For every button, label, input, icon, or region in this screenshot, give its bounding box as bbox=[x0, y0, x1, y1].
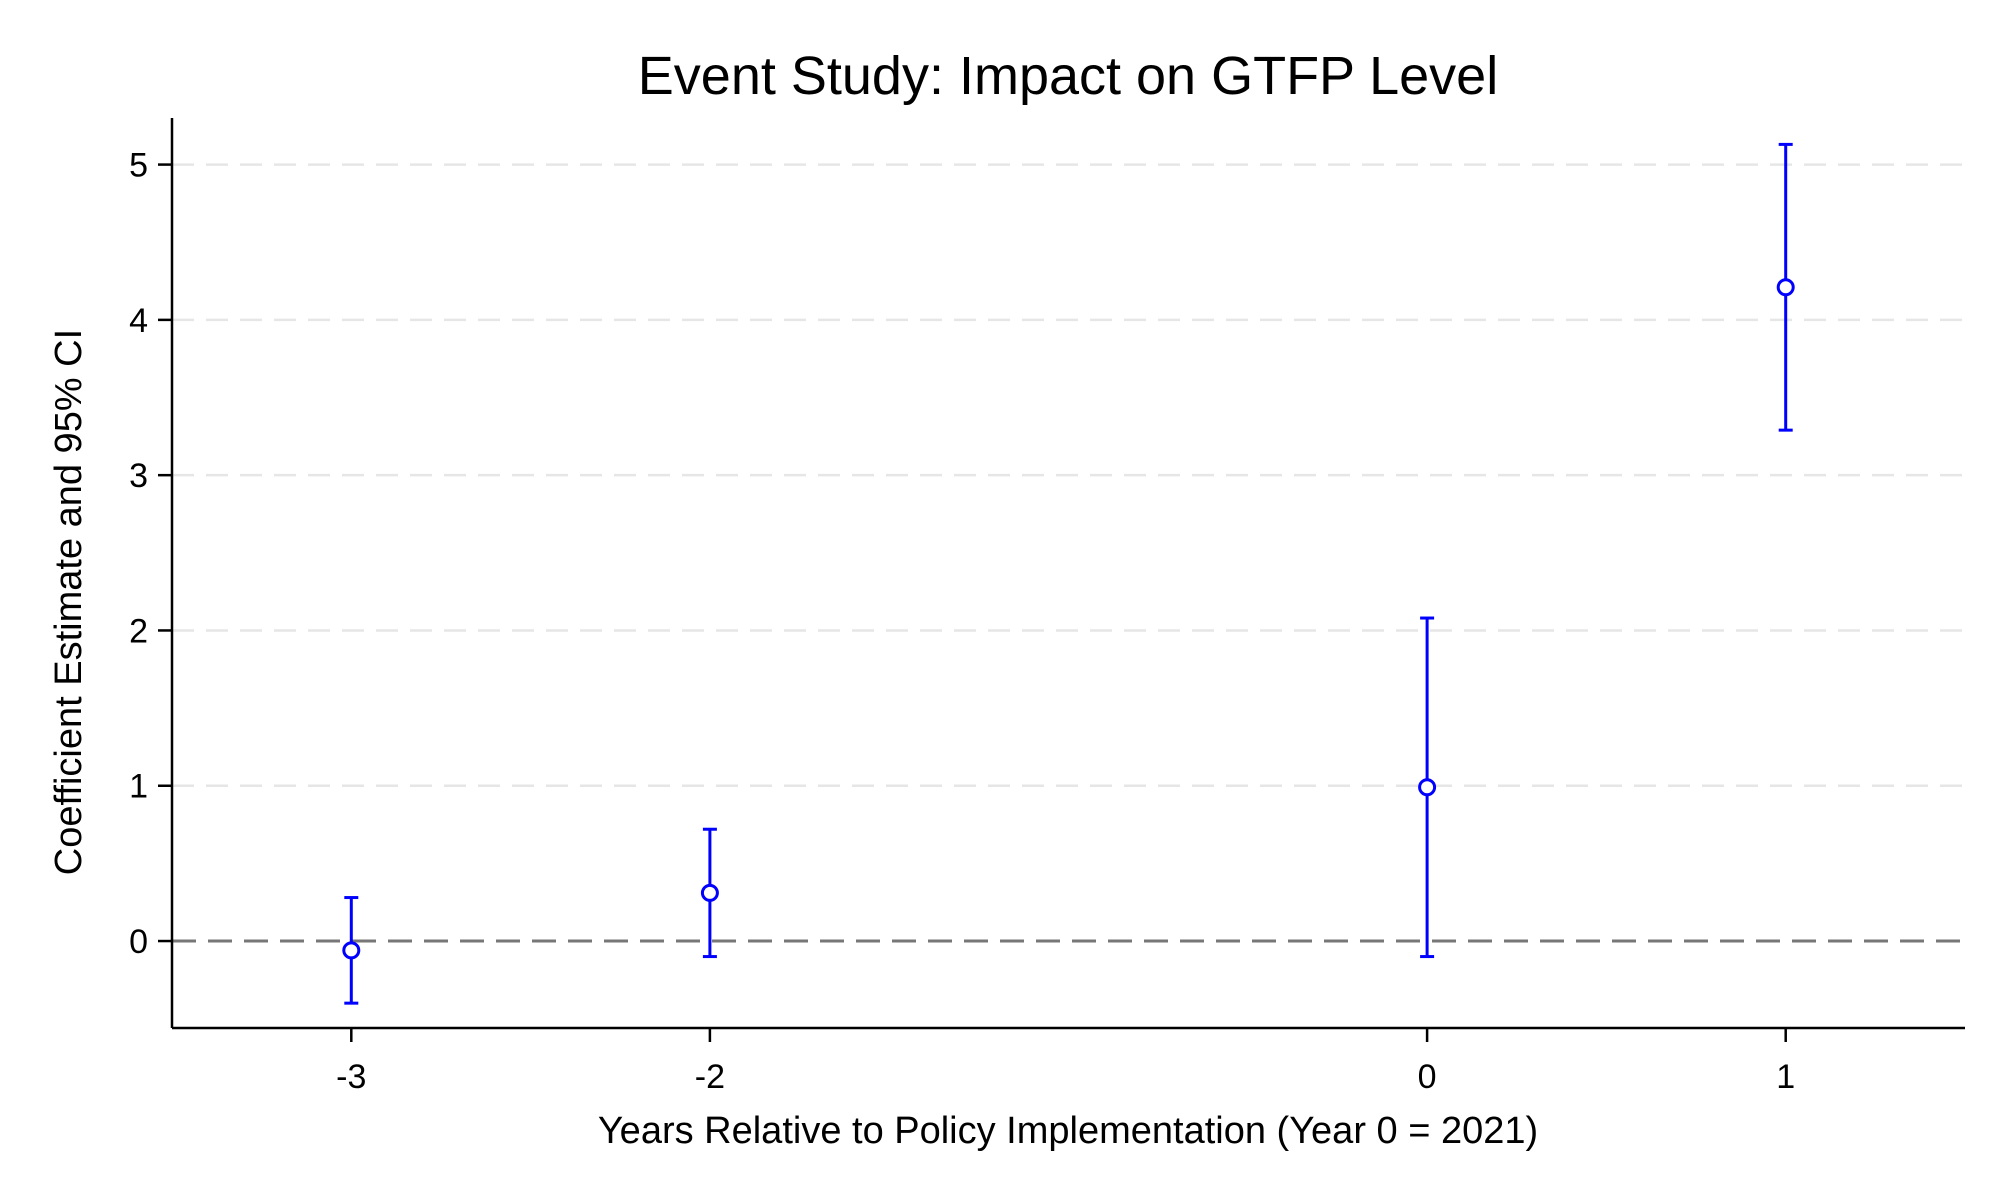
y-tick-label: 0 bbox=[129, 923, 148, 961]
coefficient-point bbox=[1776, 278, 1795, 297]
axis-layer: 0 1 2 3 4 5 -3 -2 0 1 bbox=[129, 118, 1965, 1096]
x-tick-label: -3 bbox=[336, 1058, 366, 1096]
grid-layer bbox=[172, 163, 1965, 943]
x-tick-label: -2 bbox=[695, 1058, 725, 1096]
y-tick-label: 1 bbox=[129, 768, 148, 806]
coefficient-point bbox=[1418, 778, 1437, 797]
coefficient-point bbox=[342, 941, 361, 960]
coefficient-point bbox=[700, 883, 719, 902]
marks-layer bbox=[342, 142, 1795, 1005]
x-tick-label: 0 bbox=[1418, 1058, 1437, 1096]
y-tick-label: 2 bbox=[129, 612, 148, 650]
x-tick-label: 1 bbox=[1776, 1058, 1795, 1096]
y-tick-label: 4 bbox=[129, 302, 148, 340]
chart-title: Event Study: Impact on GTFP Level bbox=[638, 46, 1498, 106]
y-tick-label: 5 bbox=[129, 147, 148, 185]
y-tick-label: 3 bbox=[129, 457, 148, 495]
x-axis-title: Years Relative to Policy Implementation … bbox=[598, 1110, 1538, 1152]
y-axis-title: Coefficient Estimate and 95% CI bbox=[48, 329, 90, 875]
